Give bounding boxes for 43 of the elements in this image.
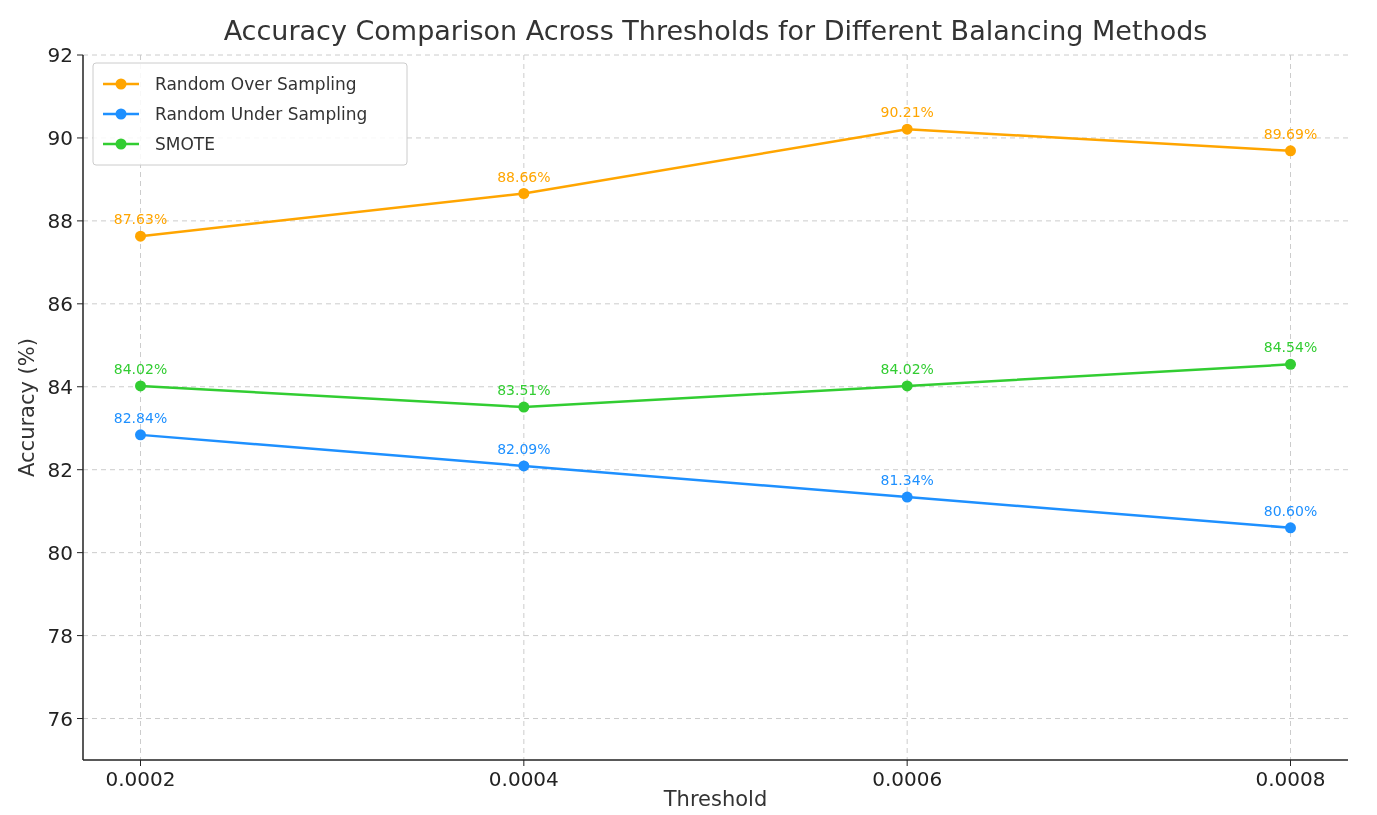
- point: [1285, 522, 1296, 534]
- y-tick-label: 82: [47, 457, 73, 482]
- chart-title: Accuracy Comparison Across Thresholds for Different Balancing Methods: [223, 15, 1208, 46]
- y-tick-label: 80: [47, 540, 73, 565]
- point: [901, 123, 913, 135]
- point: [135, 380, 146, 392]
- x-tick-label: 0.0004: [488, 767, 559, 791]
- legend-label: Random Over Sampling: [155, 73, 357, 94]
- data-label: 83.51%: [497, 382, 551, 399]
- data-label: 84.02%: [880, 360, 934, 377]
- point: [1285, 145, 1296, 157]
- point: [518, 460, 530, 472]
- y-tick-label: 92: [47, 43, 73, 67]
- point: [901, 491, 913, 503]
- data-label: 82.09%: [497, 440, 551, 457]
- data-label: 88.66%: [497, 168, 551, 185]
- data-label: 84.54%: [1263, 339, 1318, 356]
- data-label: 90.21%: [880, 104, 934, 121]
- point: [135, 429, 146, 441]
- x-axis-title: Threshold: [662, 787, 768, 811]
- x-tick-label: 0.0008: [1255, 767, 1326, 791]
- data-label: 81.34%: [880, 472, 934, 489]
- y-tick-label: 88: [47, 208, 73, 233]
- point: [518, 188, 530, 200]
- y-tick-label: 76: [47, 706, 73, 731]
- x-tick-label: 0.0006: [872, 767, 943, 791]
- point: [901, 380, 913, 392]
- x-tick-label: 0.0002: [105, 767, 176, 791]
- data-label: 87.63%: [113, 211, 168, 228]
- y-axis-title: Accuracy (%): [15, 338, 39, 477]
- data-label: 80.60%: [1263, 502, 1318, 519]
- legend-label: Random Under Sampling: [155, 103, 368, 124]
- point: [135, 230, 146, 242]
- point: [1285, 358, 1296, 370]
- y-tick-label: 86: [47, 291, 73, 316]
- y-tick-label: 90: [47, 125, 73, 150]
- y-tick-label: 78: [47, 623, 73, 648]
- data-label: 82.84%: [113, 409, 168, 426]
- point: [518, 401, 530, 413]
- data-label: 89.69%: [1263, 125, 1318, 142]
- data-label: 84.02%: [113, 360, 168, 377]
- y-tick-label: 84: [47, 374, 73, 399]
- legend-label: SMOTE: [155, 133, 215, 154]
